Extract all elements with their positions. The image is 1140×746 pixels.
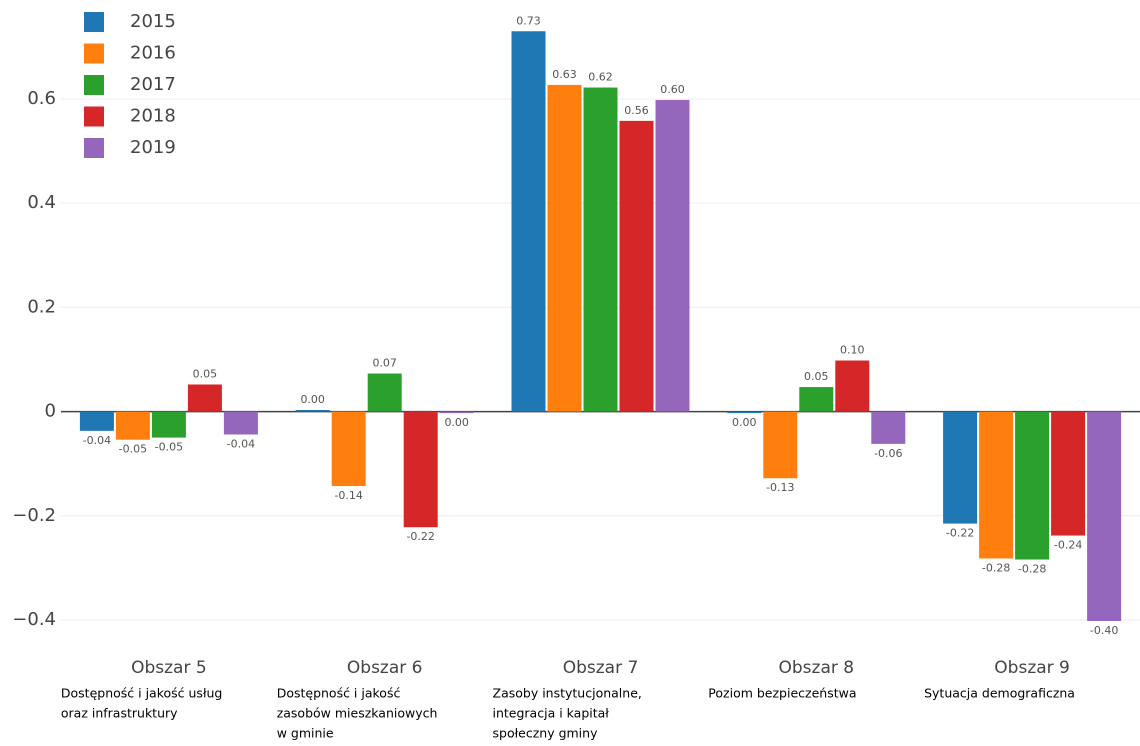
legend-swatch <box>84 12 104 32</box>
category-description: Poziom bezpieczeństwa <box>708 686 856 701</box>
legend-label: 2019 <box>130 137 176 158</box>
bar <box>511 31 546 412</box>
value-label: 0.05 <box>193 367 218 380</box>
bar <box>583 87 618 412</box>
legend-swatch <box>84 106 104 127</box>
x-tick-label: Obszar 6 <box>347 658 423 678</box>
y-tick-label: 0.4 <box>27 192 56 213</box>
value-label: 0.10 <box>840 344 865 357</box>
legend-label: 2016 <box>130 43 176 64</box>
value-label: 0.63 <box>552 68 577 81</box>
bar <box>1051 411 1086 536</box>
bar <box>439 411 474 414</box>
value-label: 0.07 <box>372 357 397 370</box>
value-label: -0.14 <box>334 489 362 502</box>
y-tick-label: 0 <box>45 401 56 422</box>
x-tick-label: Obszar 7 <box>563 658 639 678</box>
category-description: oraz infrastruktury <box>61 706 178 721</box>
bar <box>727 411 762 414</box>
bar <box>799 387 834 412</box>
category-description: integracja i kapitał <box>493 706 610 721</box>
legend-swatch <box>84 138 104 158</box>
bar <box>151 411 186 438</box>
value-label: -0.24 <box>1054 539 1082 552</box>
bar <box>79 411 114 431</box>
value-label: -0.28 <box>982 561 1010 574</box>
category-description: społeczny gminy <box>493 726 599 741</box>
value-label: 0.05 <box>804 370 829 383</box>
x-tick-label: Obszar 5 <box>131 658 207 678</box>
value-label: 0.00 <box>444 416 469 429</box>
bar <box>871 411 906 444</box>
y-tick-label: 0.6 <box>27 88 56 109</box>
value-label: -0.04 <box>227 437 255 450</box>
legend-swatch <box>84 75 104 95</box>
x-tick-label: Obszar 8 <box>779 658 855 678</box>
category-description: Dostępność i jakość <box>277 686 401 701</box>
category-description: Sytuacja demograficzna <box>924 686 1075 701</box>
bar <box>763 411 798 479</box>
x-tick-label: Obszar 9 <box>994 658 1070 678</box>
legend-label: 2015 <box>130 11 176 32</box>
bar <box>223 411 258 435</box>
category-description: zasobów mieszkaniowych <box>277 706 438 721</box>
bar <box>1015 411 1050 560</box>
legend-label: 2017 <box>130 74 176 95</box>
y-tick-label: −0.4 <box>12 609 56 630</box>
category-description: Dostępność i jakość usług <box>61 686 222 701</box>
bar <box>655 100 690 412</box>
y-tick-label: 0.2 <box>27 296 56 317</box>
bar <box>187 384 222 412</box>
bar <box>403 411 438 528</box>
y-tick-label: −0.2 <box>12 505 56 526</box>
category-description: w gminie <box>277 726 334 741</box>
bar <box>619 120 654 412</box>
bar <box>115 411 150 440</box>
value-label: -0.28 <box>1018 563 1046 576</box>
value-label: -0.06 <box>874 447 902 460</box>
value-label: -0.05 <box>119 443 147 456</box>
bar <box>295 410 330 412</box>
value-label: -0.04 <box>83 434 111 447</box>
legend-swatch <box>84 43 104 64</box>
bar <box>331 411 366 487</box>
bar <box>1087 411 1122 621</box>
value-label: -0.22 <box>946 527 974 540</box>
value-label: 0.00 <box>300 393 325 406</box>
value-label: -0.05 <box>155 441 183 454</box>
value-label: -0.40 <box>1090 624 1118 637</box>
bar <box>547 84 582 412</box>
value-label: -0.22 <box>406 530 434 543</box>
value-label: 0.60 <box>660 83 685 96</box>
category-description: Zasoby instytucjonalne, <box>493 686 642 701</box>
value-label: 0.56 <box>624 104 649 117</box>
bar <box>943 411 978 524</box>
value-label: 0.00 <box>732 416 757 429</box>
legend-label: 2018 <box>130 106 176 127</box>
bar <box>979 411 1014 559</box>
value-label: -0.13 <box>766 481 794 494</box>
value-label: 0.62 <box>588 71 613 84</box>
bar <box>367 373 402 412</box>
value-label: 0.73 <box>516 14 541 27</box>
bar <box>835 360 870 412</box>
